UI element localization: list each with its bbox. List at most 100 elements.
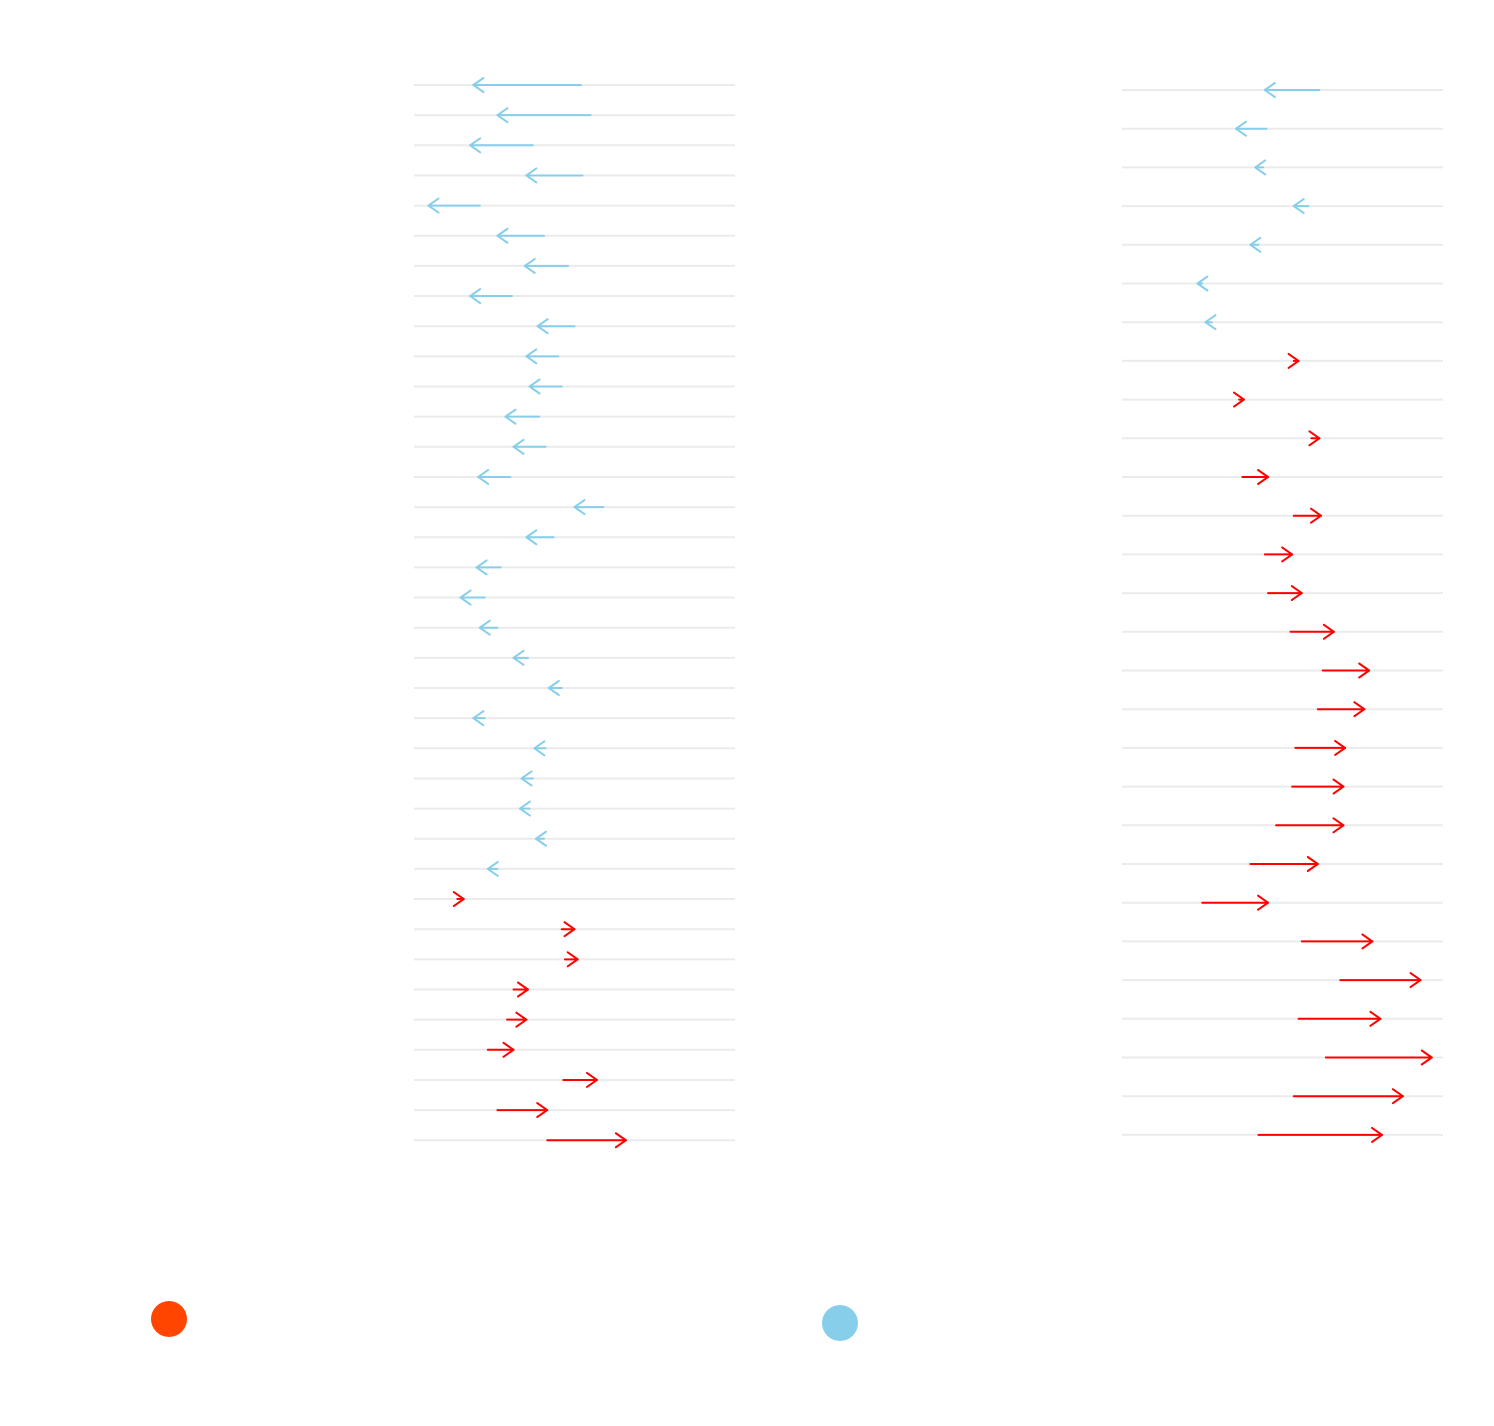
decrease-arrow (486, 860, 499, 877)
decrease-arrow (478, 619, 499, 636)
arrow-head (1292, 198, 1305, 215)
increase-arrow (1249, 856, 1319, 872)
legend-blue-circle-icon (822, 1305, 858, 1341)
increase-arrow (1267, 585, 1303, 602)
decrease-arrow (472, 710, 486, 727)
arrow-head (469, 137, 482, 154)
arrow-head (478, 619, 491, 636)
decrease-arrow (469, 288, 513, 305)
arrow-head (563, 921, 576, 938)
decrease-arrow (1196, 275, 1209, 292)
arrow-head (1196, 275, 1209, 292)
right-arrow-panel (1122, 82, 1443, 1143)
increase-arrow (1287, 352, 1300, 369)
arrow-head (1420, 1049, 1433, 1066)
arrow-head (1361, 933, 1374, 950)
increase-arrow (1257, 1126, 1384, 1143)
arrow-head (523, 257, 536, 274)
decrease-arrow (533, 740, 547, 757)
arrow-head (1334, 739, 1347, 756)
arrow-head (515, 1011, 528, 1028)
arrow-head (1306, 856, 1319, 872)
arrow-head (486, 860, 499, 877)
arrow-head (1254, 159, 1267, 176)
decrease-arrow (475, 559, 502, 576)
increase-arrow (1339, 972, 1422, 989)
arrow-head (1308, 430, 1321, 447)
decrease-arrow (547, 680, 563, 696)
arrow-head (452, 891, 465, 908)
arrow-head (525, 348, 538, 365)
arrow-head (502, 1041, 515, 1058)
increase-arrow (1300, 933, 1374, 950)
arrow-head (1287, 352, 1300, 369)
arrow-head (496, 107, 509, 124)
arrow-head (512, 649, 525, 666)
arrow-head (585, 1071, 598, 1088)
arrow-head (1249, 236, 1262, 253)
arrow-head (1257, 469, 1270, 485)
increase-arrow (452, 891, 465, 908)
decrease-arrow (1249, 236, 1262, 253)
increase-arrow (1297, 1010, 1382, 1027)
decrease-arrow (504, 408, 541, 425)
increase-arrow (1275, 817, 1345, 834)
increase-arrow (1294, 739, 1347, 756)
decrease-arrow (525, 529, 555, 546)
decrease-arrow (1204, 314, 1217, 331)
arrow-head (459, 589, 472, 606)
arrow-head (518, 800, 531, 817)
arrow-head (1263, 82, 1276, 98)
arrow-head (1371, 1126, 1384, 1143)
arrow-head (1281, 546, 1294, 563)
increase-arrow (1201, 894, 1270, 911)
arrow-head (534, 830, 547, 847)
arrow-head (533, 740, 546, 757)
increase-arrow (560, 921, 576, 938)
increase-arrow (1308, 430, 1321, 447)
arrow-head (516, 981, 529, 998)
increase-arrow (496, 1102, 549, 1119)
increase-arrow (1321, 662, 1371, 679)
decrease-arrow (525, 348, 560, 365)
arrow-head (1257, 894, 1270, 911)
decrease-arrow (512, 438, 547, 455)
decrease-arrow (1234, 120, 1268, 137)
decrease-arrow (528, 378, 563, 395)
arrow-head (1369, 1010, 1382, 1027)
arrow-head (477, 468, 490, 485)
decrease-arrow (1292, 198, 1310, 215)
decrease-arrow (472, 77, 582, 93)
arrow-head (1332, 778, 1345, 795)
increase-arrow (512, 981, 529, 998)
legend-orange-circle-icon (151, 1301, 187, 1337)
decrease-arrow (459, 589, 486, 606)
arrow-head (528, 378, 541, 395)
decrease-arrow (520, 770, 534, 787)
arrow-head (504, 408, 517, 425)
arrow-head (525, 529, 538, 546)
left-arrow-panel (414, 77, 735, 1149)
increase-arrow (506, 1011, 528, 1028)
decrease-arrow (469, 137, 534, 154)
arrow-head (536, 1102, 549, 1119)
arrow-head (472, 77, 485, 93)
increase-arrow (1232, 391, 1245, 408)
increase-arrow (1289, 623, 1335, 640)
increase-arrow (1292, 507, 1323, 524)
arrow-head (427, 197, 440, 214)
increase-arrow (1291, 778, 1345, 795)
decrease-arrow (477, 468, 512, 485)
arrow-head (1332, 817, 1345, 834)
decrease-arrow (427, 197, 481, 214)
decrease-arrow (573, 499, 605, 516)
increase-arrow (1241, 469, 1270, 485)
increase-arrow (1324, 1049, 1433, 1066)
arrow-head (520, 770, 533, 787)
arrow-head (614, 1132, 627, 1149)
increase-arrow (486, 1041, 515, 1058)
arrow-head (469, 288, 482, 305)
arrow-head (536, 318, 549, 335)
arrow-head (1290, 585, 1303, 602)
